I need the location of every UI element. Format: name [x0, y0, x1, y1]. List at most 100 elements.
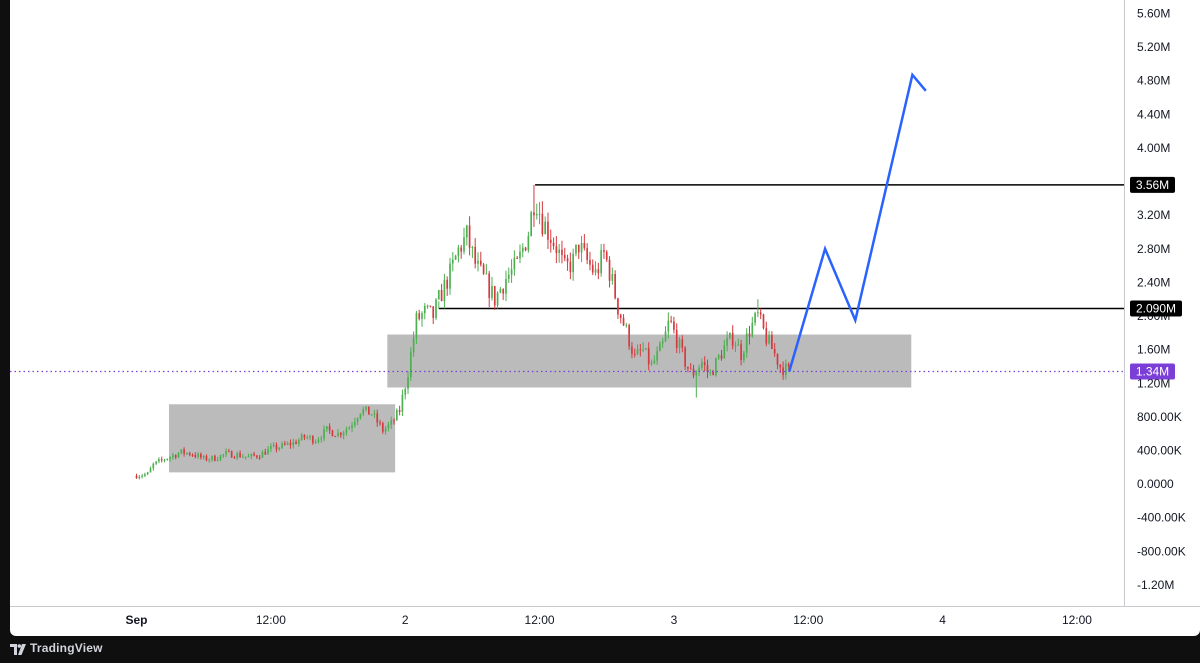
range-zone-3[interactable] — [791, 334, 912, 388]
candle-body — [292, 441, 295, 446]
footer-bar: TradingView — [0, 636, 1200, 663]
candle-body — [351, 425, 353, 428]
candle-body — [186, 452, 188, 454]
tradingview-logo-icon[interactable] — [10, 642, 26, 656]
level-price-tag-background — [1130, 300, 1182, 317]
time-tick-label: 12:00 — [525, 613, 555, 627]
candle-body — [247, 456, 250, 458]
candle-body — [701, 362, 703, 368]
candle-body — [418, 313, 421, 319]
candle-body — [647, 348, 650, 365]
price-tick-label: -1.20M — [1137, 578, 1174, 592]
candle-body — [485, 273, 488, 275]
candle-body — [575, 244, 577, 254]
candle-body — [709, 371, 712, 373]
candle-body — [787, 363, 790, 367]
candle-body — [468, 225, 471, 248]
time-tick-label: 3 — [671, 613, 678, 627]
candle-body — [233, 457, 236, 459]
candle-body — [471, 246, 474, 248]
candle-body — [214, 455, 216, 461]
candle-body — [759, 312, 762, 315]
candle-body — [188, 452, 191, 455]
candle-body — [566, 258, 569, 262]
candle-body — [687, 366, 689, 369]
candle-body — [474, 246, 477, 264]
candle-body — [513, 257, 516, 270]
candle-body — [706, 364, 709, 372]
time-axis[interactable]: Sep 12:00 2 12:00 3 12:00 4 12:00 — [126, 613, 1093, 627]
candle-body — [340, 432, 342, 436]
candle-body — [407, 377, 409, 389]
candle-body — [586, 248, 588, 260]
candle-body — [479, 260, 482, 265]
candle-body — [785, 363, 787, 376]
price-tick-label: 0.0000 — [1137, 477, 1174, 491]
candlestick-chart[interactable]: 5.60M5.20M4.80M4.40M4.00M3.60M3.20M2.80M… — [10, 0, 1200, 636]
price-tick-label: -400.00K — [1137, 511, 1186, 525]
candle-body — [359, 413, 362, 419]
candle-body — [454, 255, 457, 260]
candle-body — [457, 247, 460, 256]
candle-body — [673, 321, 675, 330]
candle-body — [482, 264, 485, 274]
candle-body — [376, 413, 379, 423]
candle-body — [659, 343, 661, 352]
price-tick-label: 3.20M — [1137, 208, 1170, 222]
candle-body — [194, 455, 197, 457]
candle-body — [449, 263, 451, 289]
candle-body — [773, 348, 776, 354]
candle-body — [331, 430, 334, 437]
candle-body — [558, 249, 561, 253]
candle-body — [289, 442, 292, 446]
candle-body — [267, 448, 269, 455]
candle-body — [309, 436, 311, 438]
candle-body — [317, 439, 320, 443]
candle-body — [256, 455, 258, 458]
candle-body — [191, 454, 194, 456]
candle-body — [242, 456, 244, 458]
level-price-tag: 3.56M — [1136, 178, 1169, 192]
candle-body — [337, 432, 339, 437]
candle-body — [717, 355, 720, 359]
candle-body — [306, 437, 309, 439]
candle-body — [258, 457, 261, 459]
candle-body — [715, 358, 717, 376]
candle-body — [460, 247, 463, 252]
candle-body — [547, 221, 549, 240]
price-axis[interactable]: 5.60M5.20M4.80M4.40M4.00M3.60M3.20M2.80M… — [1137, 6, 1186, 592]
candle-body — [197, 453, 199, 457]
candle-body — [144, 474, 146, 476]
candle-body — [429, 305, 432, 307]
candle-body — [334, 436, 337, 438]
candle-body — [656, 351, 658, 361]
candle-body — [284, 443, 286, 445]
candle-body — [222, 454, 225, 456]
candle-body — [664, 331, 667, 342]
candle-body — [160, 459, 163, 461]
brand-name[interactable]: TradingView — [30, 641, 103, 655]
candle-body — [180, 449, 183, 454]
candle-body — [348, 427, 351, 430]
price-tick-label: 800.00K — [1137, 410, 1182, 424]
projection-polyline[interactable] — [788, 72, 927, 372]
time-tick-label: 4 — [939, 613, 946, 627]
candle-body — [451, 259, 454, 264]
candle-body — [726, 338, 728, 346]
candle-body — [172, 455, 174, 458]
candle-body — [342, 432, 345, 436]
candle-body — [631, 346, 633, 354]
candle-body — [426, 305, 429, 307]
candle-body — [423, 306, 426, 314]
candle-body — [141, 475, 143, 477]
candle-body — [681, 339, 684, 348]
candle-body — [295, 441, 297, 444]
candle-body — [698, 367, 700, 372]
price-tick-label: 2.80M — [1137, 242, 1170, 256]
candle-body — [219, 455, 222, 460]
candle-body — [183, 449, 185, 454]
time-tick-label: 12:00 — [1062, 613, 1092, 627]
candle-body — [530, 212, 533, 236]
candle-body — [387, 424, 390, 429]
range-zone-2[interactable] — [387, 334, 792, 388]
